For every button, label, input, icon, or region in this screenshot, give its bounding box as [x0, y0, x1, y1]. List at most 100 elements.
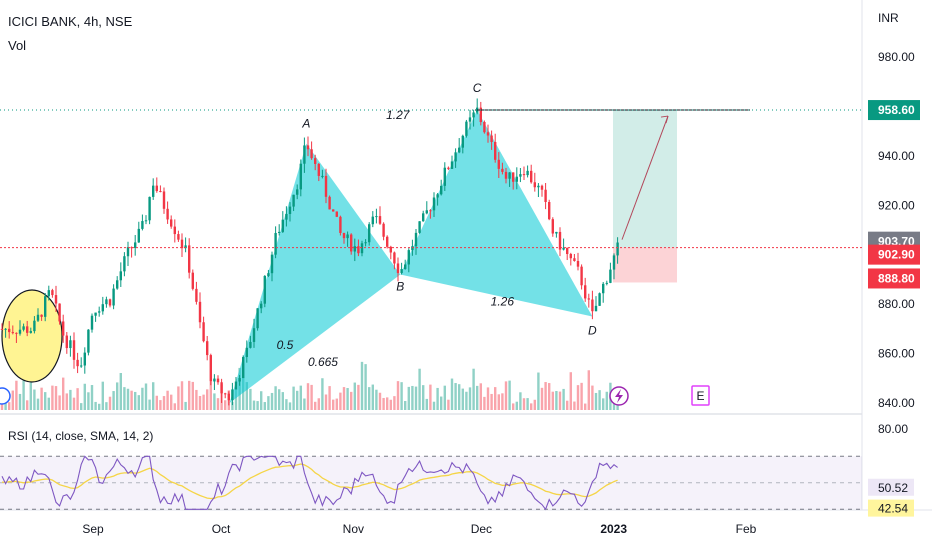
volume-bar [587, 370, 590, 410]
time-axis: Sep Oct Nov Dec 2023 Feb [82, 522, 756, 536]
pattern-point-d: D [588, 324, 597, 338]
candle-body [141, 221, 144, 229]
candle-body [62, 321, 65, 336]
candle-body [206, 341, 209, 356]
volume-bar [368, 387, 371, 410]
candle-body [519, 174, 522, 177]
candle-body [393, 252, 396, 264]
volume-bar [47, 397, 50, 410]
candle-body [238, 378, 241, 382]
candle-body [303, 145, 306, 164]
candle-body [414, 232, 418, 247]
pattern-triangle-xab [229, 143, 401, 403]
candle-body [576, 260, 580, 267]
candle-body [314, 158, 317, 164]
candle-body [170, 219, 173, 227]
candle-body [494, 142, 497, 160]
candle-body [209, 355, 212, 382]
volume-bar [584, 403, 587, 410]
candle-body [198, 301, 202, 323]
price-axis: 980.00 940.00 920.00 880.00 860.00 840.00 INR 8… [878, 11, 915, 436]
volume-bar [36, 398, 40, 410]
volume-bar [148, 399, 151, 410]
candle-body [105, 299, 108, 305]
volume-bar [400, 382, 403, 410]
volume-bar [44, 392, 47, 410]
volume-bar [234, 389, 238, 410]
volume-bar [177, 386, 180, 410]
volume-bar [94, 401, 97, 410]
candle-body [616, 242, 619, 256]
volume-bar [548, 383, 551, 410]
price-tick-label: 880.00 [878, 297, 915, 311]
earnings-icon[interactable] [691, 385, 710, 406]
volume-bar [422, 385, 425, 410]
candle-body [530, 170, 533, 183]
time-tick-label: 2023 [600, 522, 627, 536]
volume-bar [440, 396, 443, 410]
volume-bar [231, 401, 234, 410]
volume-bar [134, 391, 137, 410]
harmonic-pattern: A B C D 0.5 1.27 1.26 0.665 [1, 81, 597, 403]
candle-body [425, 210, 428, 214]
volume-bar [72, 397, 76, 410]
volume-bar [332, 399, 335, 410]
volume-bar [418, 368, 421, 410]
volume-bar [504, 381, 508, 410]
volume-bar [90, 385, 94, 410]
time-tick-label: Dec [471, 522, 492, 536]
volume-bar [87, 392, 90, 410]
candle-body [555, 231, 558, 234]
candle-body [98, 311, 101, 313]
candle-body [292, 194, 295, 207]
volume-bar [458, 384, 461, 410]
candle-body [281, 219, 284, 232]
candle-body [4, 328, 7, 330]
rsi-legend[interactable]: RSI (14, close, SMA, 14, 2) [8, 429, 154, 443]
pattern-ratio: 0.665 [308, 355, 338, 369]
candle-body [123, 256, 126, 272]
volume-bar [216, 398, 220, 410]
candle-body [594, 305, 598, 312]
volume-bar [213, 393, 216, 410]
candle-body [321, 175, 324, 177]
candle-body [544, 189, 547, 202]
volume-bar [501, 393, 504, 410]
candle-body [468, 117, 472, 122]
volume-bar [522, 398, 526, 410]
candle-body [605, 282, 608, 284]
candle-body [587, 298, 590, 300]
volume-bar [209, 381, 212, 410]
volume-bar [512, 403, 515, 410]
candle-body [436, 194, 439, 198]
volume-bar [389, 399, 392, 410]
volume-legend[interactable]: Vol [8, 38, 27, 53]
candle-body [0, 328, 4, 330]
symbol-title[interactable]: ICICI BANK, 4h, NSE [8, 14, 133, 29]
candle-body [8, 328, 11, 333]
candle-body [44, 296, 47, 317]
lightning-icon [615, 389, 623, 403]
candle-body [26, 326, 29, 333]
rsi-value-tag [868, 499, 914, 517]
candle-body [296, 189, 299, 195]
volume-bar [335, 398, 338, 410]
volume-bar [8, 402, 11, 410]
candle-body [191, 272, 194, 289]
volume-bar [310, 384, 313, 410]
candle-body [83, 352, 86, 366]
volume-bar [18, 393, 22, 410]
candle-body [548, 201, 551, 220]
rsi-tick-label: 80.00 [878, 422, 908, 436]
price-tag-label: 902.90 [878, 248, 915, 262]
candle-body [137, 228, 140, 243]
candle-body [144, 220, 148, 222]
candle-body [508, 172, 511, 179]
candle-body [152, 185, 155, 197]
candle-body [270, 254, 274, 274]
candle-body [126, 247, 130, 257]
candle-body [566, 247, 569, 255]
price-tick-label: 940.00 [878, 149, 915, 163]
volume-bar [51, 385, 54, 410]
